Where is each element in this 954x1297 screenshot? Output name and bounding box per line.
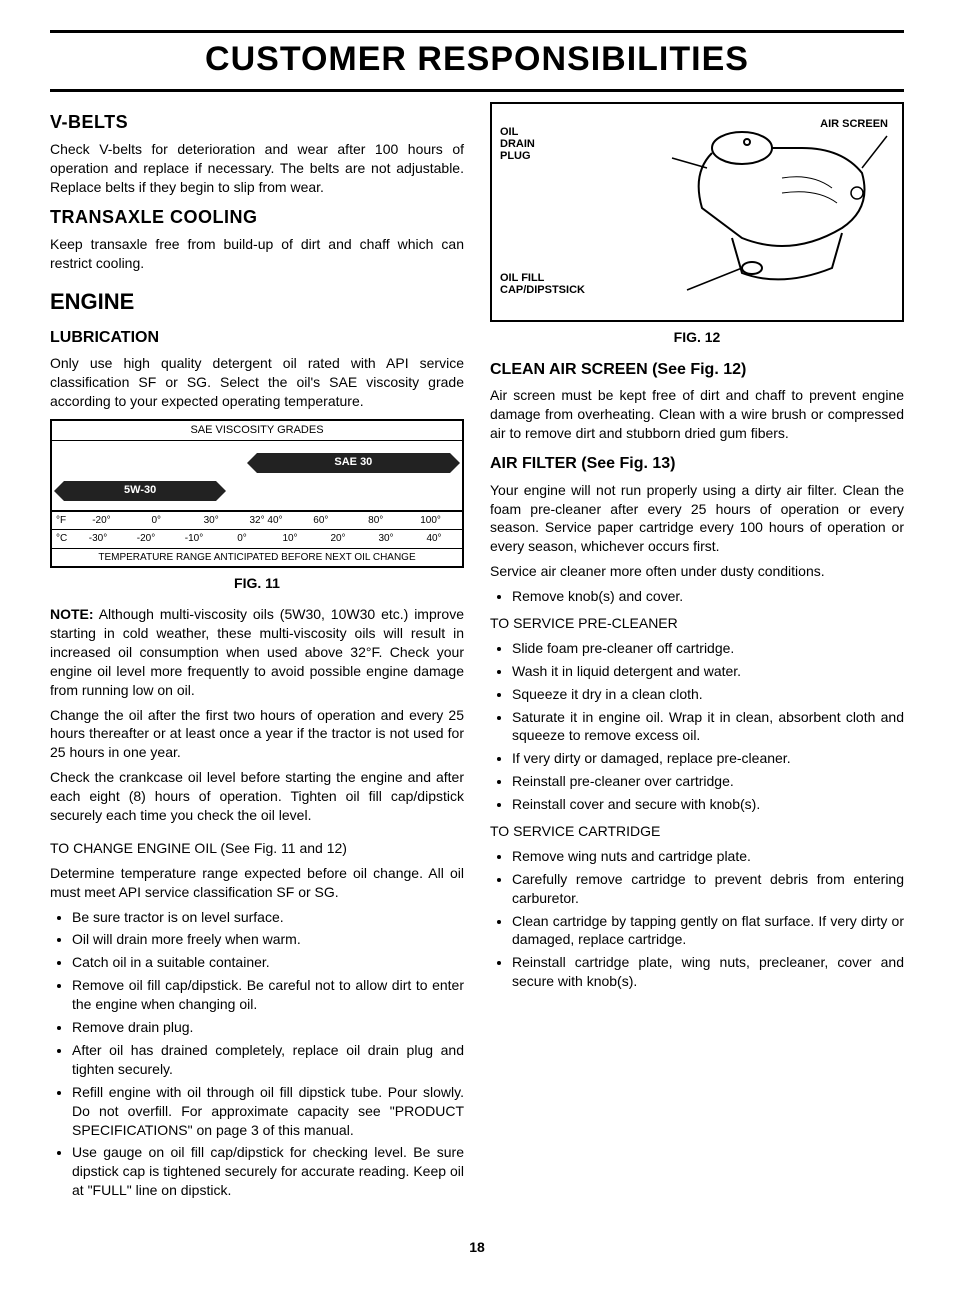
cartridge-heading: TO SERVICE CARTRIDGE xyxy=(490,822,904,841)
pre-cleaner-heading: TO SERVICE PRE-CLEANER xyxy=(490,614,904,633)
p-check-level: Check the crankcase oil level before sta… xyxy=(50,768,464,825)
list-item: Saturate it in engine oil. Wrap it in cl… xyxy=(512,708,904,746)
list-item: Squeeze it dry in a clean cloth. xyxy=(512,685,904,704)
list-item: Remove wing nuts and cartridge plate. xyxy=(512,847,904,866)
pre-cleaner-list: Slide foam pre-cleaner off cartridge. Wa… xyxy=(512,639,904,814)
air-filter-p2: Service air cleaner more often under dus… xyxy=(490,562,904,581)
list-item: Oil will drain more freely when warm. xyxy=(72,930,464,949)
transaxle-heading: TRANSAXLE COOLING xyxy=(50,205,464,229)
label-oil-drain: OIL DRAIN PLUG xyxy=(500,126,535,162)
clean-air-body: Air screen must be kept free of dirt and… xyxy=(490,386,904,443)
vbelts-body: Check V-belts for deterioration and wear… xyxy=(50,140,464,197)
list-item: Slide foam pre-cleaner off cartridge. xyxy=(512,639,904,658)
lubrication-heading: LUBRICATION xyxy=(50,327,464,349)
to-change-heading: TO CHANGE ENGINE OIL (See Fig. 11 and 12… xyxy=(50,839,464,858)
two-column-layout: V-BELTS Check V-belts for deterioration … xyxy=(50,102,904,1208)
bar-5w30: 5W-30 xyxy=(64,481,216,501)
c-ticks: °C -30° -20° -10° 0° 10° 20° 30° 40° xyxy=(52,530,462,549)
c-unit: °C xyxy=(56,532,74,546)
clean-air-heading: CLEAN AIR SCREEN (See Fig. 12) xyxy=(490,359,904,381)
list-item: Reinstall cartridge plate, wing nuts, pr… xyxy=(512,953,904,991)
chart-bars: SAE 30 5W-30 xyxy=(52,441,462,511)
note-paragraph: NOTE: Although multi-viscosity oils (5W3… xyxy=(50,605,464,699)
page-number: 18 xyxy=(50,1238,904,1257)
list-item: Wash it in liquid detergent and water. xyxy=(512,662,904,681)
label-oil-fill: OIL FILL CAP/DIPSTSICK xyxy=(500,272,585,296)
list-item: Be sure tractor is on level surface. xyxy=(72,908,464,927)
transaxle-body: Keep transaxle free from build-up of dir… xyxy=(50,235,464,273)
change-oil-list: Be sure tractor is on level surface. Oil… xyxy=(72,908,464,1200)
list-item: Use gauge on oil fill cap/dipstick for c… xyxy=(72,1143,464,1200)
bar-sae30: SAE 30 xyxy=(257,453,450,473)
cartridge-list: Remove wing nuts and cartridge plate. Ca… xyxy=(512,847,904,991)
list-item: Remove drain plug. xyxy=(72,1018,464,1037)
p-change-interval: Change the oil after the first two hours… xyxy=(50,706,464,763)
list-item: Reinstall cover and secure with knob(s). xyxy=(512,795,904,814)
air-filter-p1: Your engine will not run properly using … xyxy=(490,481,904,557)
list-item: After oil has drained completely, replac… xyxy=(72,1041,464,1079)
list-item: Catch oil in a suitable container. xyxy=(72,953,464,972)
fig11-caption: FIG. 11 xyxy=(50,574,464,593)
f-ticks: °F -20° 0° 30° 32° 40° 60° 80° 100° xyxy=(52,512,462,531)
note-lead: NOTE: xyxy=(50,606,94,622)
lubrication-body: Only use high quality detergent oil rate… xyxy=(50,354,464,411)
page-title: CUSTOMER RESPONSIBILITIES xyxy=(50,30,904,92)
fig12-caption: FIG. 12 xyxy=(490,328,904,347)
vbelts-heading: V-BELTS xyxy=(50,110,464,134)
list-item: Remove oil fill cap/dipstick. Be careful… xyxy=(72,976,464,1014)
p-determine: Determine temperature range expected bef… xyxy=(50,864,464,902)
engine-diagram: OIL DRAIN PLUG AIR SCREEN OIL FILL CAP/D… xyxy=(490,102,904,322)
remove-list: Remove knob(s) and cover. xyxy=(512,587,904,606)
air-filter-heading: AIR FILTER (See Fig. 13) xyxy=(490,453,904,475)
list-item: Clean cartridge by tapping gently on fla… xyxy=(512,912,904,950)
engine-heading: ENGINE xyxy=(50,287,464,317)
chart-title: SAE VISCOSITY GRADES xyxy=(52,421,462,441)
note-body: Although multi-viscosity oils (5W30, 10W… xyxy=(50,606,464,698)
right-column: OIL DRAIN PLUG AIR SCREEN OIL FILL CAP/D… xyxy=(490,102,904,1208)
engine-icon xyxy=(632,118,892,308)
list-item: Reinstall pre-cleaner over cartridge. xyxy=(512,772,904,791)
list-item: Refill engine with oil through oil fill … xyxy=(72,1083,464,1140)
list-item: Carefully remove cartridge to prevent de… xyxy=(512,870,904,908)
list-item: Remove knob(s) and cover. xyxy=(512,587,904,606)
chart-footer: TEMPERATURE RANGE ANTICIPATED BEFORE NEX… xyxy=(52,549,462,567)
chart-ticks: °F -20° 0° 30° 32° 40° 60° 80° 100° °C -… xyxy=(52,511,462,549)
list-item: If very dirty or damaged, replace pre-cl… xyxy=(512,749,904,768)
viscosity-chart: SAE VISCOSITY GRADES SAE 30 5W-30 °F -20… xyxy=(50,419,464,568)
left-column: V-BELTS Check V-belts for deterioration … xyxy=(50,102,464,1208)
f-unit: °F xyxy=(56,514,74,528)
